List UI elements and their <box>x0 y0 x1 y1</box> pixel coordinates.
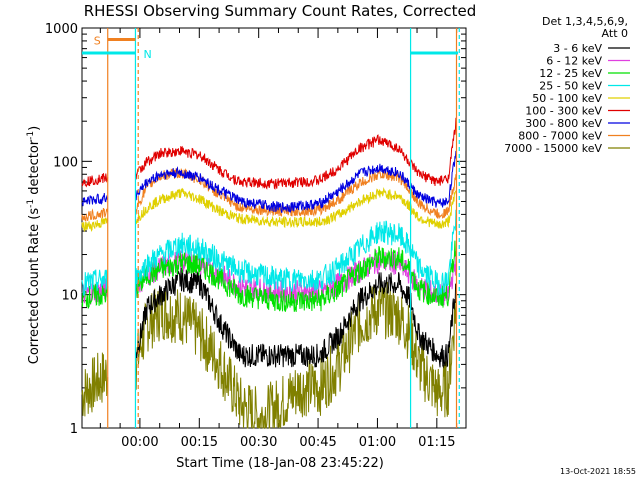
series-line-4-seg-1 <box>135 187 457 229</box>
y-tick-label: 100 <box>53 155 78 170</box>
x-tick-label: 00:45 <box>299 435 336 450</box>
legend-label-8: 7000 - 15000 keV <box>504 142 602 155</box>
legend-label-6: 300 - 800 keV <box>525 117 602 130</box>
series-line-2-seg-1 <box>135 240 457 312</box>
x-tick-label: 01:15 <box>418 435 455 450</box>
series-line-0-seg-0 <box>134 267 457 369</box>
y-tick-label: 1 <box>70 422 78 437</box>
legend-label-5: 100 - 300 keV <box>525 105 602 118</box>
legend-label-0: 3 - 6 keV <box>553 42 602 55</box>
x-tick-label: 00:30 <box>240 435 277 450</box>
legend-header-line1: Det 1,3,4,5,6,9, <box>542 15 628 28</box>
series-line-3-seg-0 <box>81 269 109 297</box>
y-label-sup1: -1 <box>26 199 36 208</box>
state-marker-label-0: S <box>94 34 101 47</box>
series-line-8-seg-0 <box>81 352 109 417</box>
y-label-close: ) <box>27 126 42 131</box>
y-label-main: Corrected Count Rate (s <box>27 208 42 365</box>
series-line-6-seg-1 <box>135 150 457 214</box>
series-line-3-seg-1 <box>135 209 457 296</box>
series-line-8-seg-1 <box>135 281 457 429</box>
y-tick-label: 1000 <box>45 22 78 37</box>
series-line-5-seg-1 <box>135 117 457 190</box>
y-axis-label: Corrected Count Rate (s-1 detector-1) <box>26 126 42 364</box>
series-line-7-seg-0 <box>81 207 109 222</box>
series-line-6-seg-0 <box>81 192 108 207</box>
plot-area: 1 10 100 1000 00:00 00:15 00:30 00:45 01:00 01:15… <box>45 22 467 450</box>
footer-date: 13-Oct-2021 18:55 <box>560 467 636 476</box>
legend-header-line2: Att 0 <box>602 27 628 40</box>
y-tick-label: 10 <box>61 289 78 304</box>
legend-label-4: 50 - 100 keV <box>532 92 602 105</box>
legend-label-2: 12 - 25 keV <box>539 67 602 80</box>
series-line-5-seg-0 <box>81 173 109 188</box>
y-label-sup2: -1 <box>26 131 36 140</box>
x-tick-label: 01:00 <box>359 435 396 450</box>
y-label-tail: detector <box>27 139 42 199</box>
legend-label-7: 800 - 7000 keV <box>518 130 602 143</box>
series-line-2-seg-0 <box>81 283 109 309</box>
x-tick-label: 00:15 <box>181 435 218 450</box>
x-axis-label: Start Time (18-Jan-08 23:45:22) <box>176 456 384 471</box>
state-marker-label-1: N <box>143 48 151 61</box>
plot-frame <box>81 27 467 429</box>
legend-label-3: 25 - 50 keV <box>539 80 602 93</box>
legend-label-1: 6 - 12 keV <box>546 55 602 68</box>
x-tick-label: 00:00 <box>121 435 158 450</box>
chart-title: RHESSI Observing Summary Count Rates, Co… <box>84 2 477 20</box>
series-line-4-seg-0 <box>81 216 109 233</box>
